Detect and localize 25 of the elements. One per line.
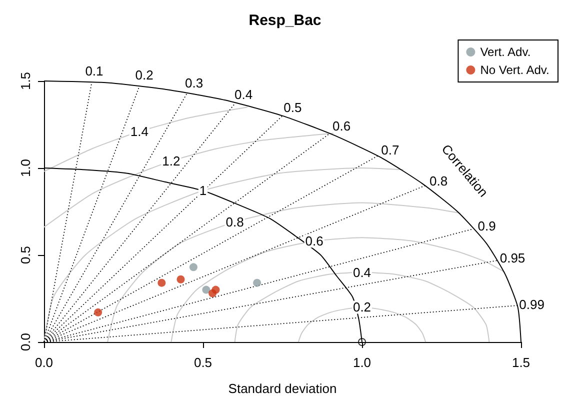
- legend-label: No Vert. Adv.: [480, 63, 550, 77]
- series-label: 0.7: [381, 142, 400, 158]
- series-label: 0.9: [478, 218, 496, 234]
- chart-title: Resp_Bac: [248, 12, 322, 29]
- series-label: 0.6: [332, 118, 351, 134]
- x-tick-label: 1.0: [352, 355, 372, 370]
- x-tick-label: 0.0: [34, 355, 54, 370]
- series-label: 0.8: [226, 214, 244, 230]
- series-label: 1: [199, 183, 207, 198]
- series-label: 0.5: [284, 100, 302, 116]
- legend-label: Vert. Adv.: [480, 45, 531, 59]
- series-label: 0.4: [234, 86, 253, 102]
- series-label: 0.3: [185, 75, 204, 90]
- series-label: 0.99: [519, 297, 544, 312]
- series-label: 0.1: [85, 63, 104, 78]
- x-tick-label: 1.5: [512, 355, 530, 370]
- y-tick-label: 1.5: [18, 72, 33, 90]
- x-axis-title: Standard deviation: [228, 381, 337, 396]
- series-label: 0.95: [500, 250, 526, 266]
- y-tick-label: 0.5: [18, 246, 33, 264]
- series-label: 0.2: [135, 67, 154, 82]
- series-label: 0.4: [352, 264, 372, 280]
- x-tick-label: 0.5: [194, 355, 212, 370]
- y-tick-label: 1.0: [18, 158, 33, 178]
- y-tick-label: 0.0: [18, 332, 33, 352]
